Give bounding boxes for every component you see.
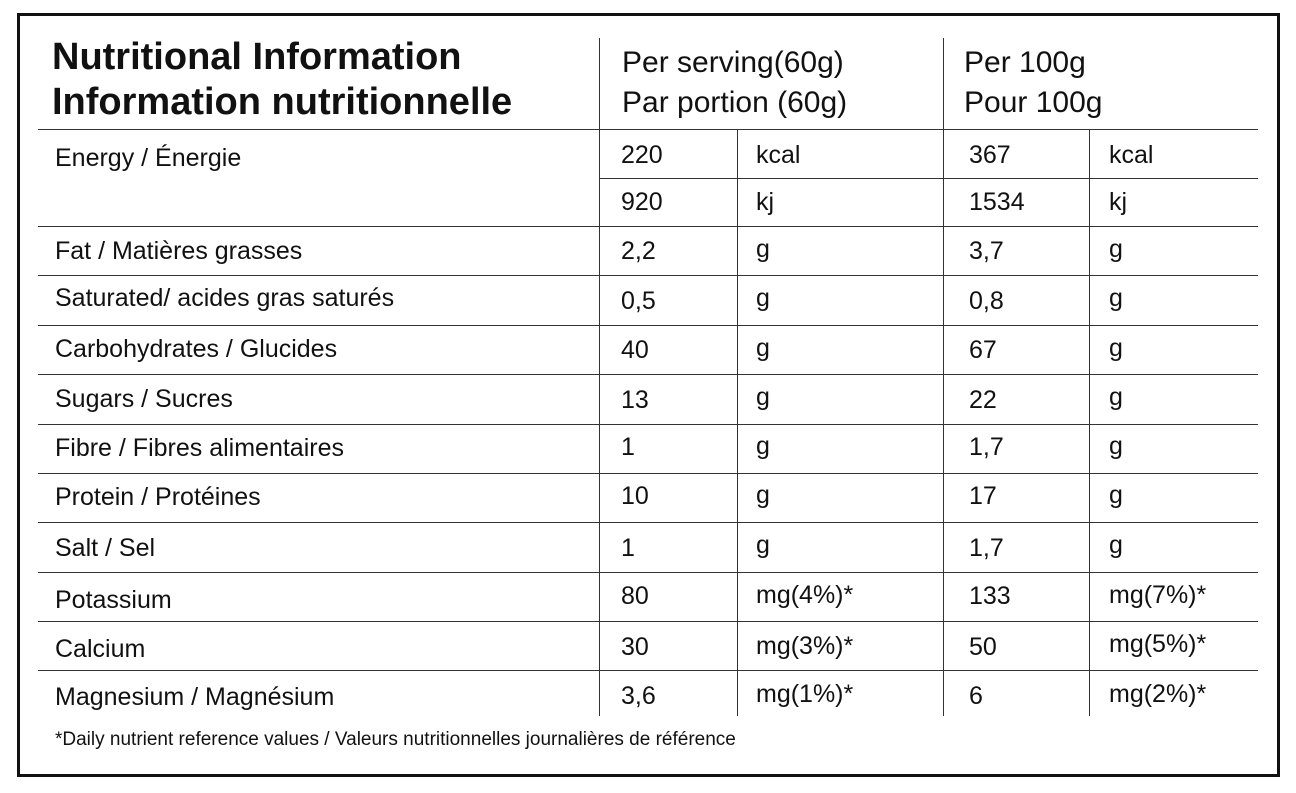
nutrient-label: Sugars / Sucres bbox=[55, 385, 233, 413]
nutrient-per100-value: 133 bbox=[969, 582, 1011, 610]
nutrient-serving-unit: g bbox=[756, 235, 770, 263]
nutrient-per100-unit: g bbox=[1109, 481, 1123, 509]
title-french: Information nutritionnelle bbox=[52, 81, 513, 123]
divider-row bbox=[38, 473, 1258, 474]
nutrient-label: Fibre / Fibres alimentaires bbox=[55, 434, 344, 462]
divider-per100 bbox=[943, 38, 944, 716]
nutrient-per100-unit: g bbox=[1109, 383, 1123, 411]
divider-row bbox=[38, 572, 1258, 573]
nutrient-per100-unit: g bbox=[1109, 432, 1123, 460]
nutrient-label: Carbohydrates / Glucides bbox=[55, 335, 338, 363]
nutrient-serving-value: 40 bbox=[621, 336, 649, 364]
nutrient-per100-value: 1,7 bbox=[969, 433, 1004, 461]
nutrient-serving-unit: g bbox=[756, 334, 770, 362]
nutrient-label: Magnesium / Magnésium bbox=[55, 683, 335, 711]
energy-kcal-unit-serving: kcal bbox=[756, 141, 801, 169]
nutrient-serving-value: 1 bbox=[621, 534, 635, 562]
nutrient-per100-value: 17 bbox=[969, 482, 997, 510]
divider-header bbox=[38, 129, 1258, 130]
nutrition-label-frame bbox=[17, 13, 1280, 777]
nutrient-per100-value: 0,8 bbox=[969, 287, 1004, 315]
footnote: *Daily nutrient reference values / Valeu… bbox=[55, 729, 736, 750]
energy-label: Energy / Énergie bbox=[55, 144, 242, 172]
nutrient-label: Potassium bbox=[55, 586, 172, 614]
divider-row bbox=[38, 325, 1258, 326]
nutrient-serving-unit: g bbox=[756, 481, 770, 509]
nutrient-serving-unit: g bbox=[756, 531, 770, 559]
nutrient-label: Fat / Matières grasses bbox=[55, 237, 303, 265]
nutrient-label: Salt / Sel bbox=[55, 534, 156, 562]
divider-row bbox=[38, 226, 1258, 227]
divider-row bbox=[38, 621, 1258, 622]
nutrient-serving-unit: mg(4%)* bbox=[756, 581, 854, 609]
nutrient-per100-unit: mg(5%)* bbox=[1109, 630, 1207, 658]
divider-row bbox=[38, 670, 1258, 671]
divider-serving bbox=[599, 38, 600, 716]
nutrient-per100-unit: mg(2%)* bbox=[1109, 680, 1207, 708]
nutrient-per100-value: 50 bbox=[969, 633, 997, 661]
nutrient-label: Protein / Protéines bbox=[55, 483, 261, 511]
nutrient-serving-value: 10 bbox=[621, 482, 649, 510]
nutrient-per100-unit: g bbox=[1109, 284, 1123, 312]
nutrient-per100-unit: g bbox=[1109, 531, 1123, 559]
divider-row bbox=[38, 522, 1258, 523]
nutrient-serving-value: 13 bbox=[621, 386, 649, 414]
nutrient-per100-value: 22 bbox=[969, 386, 997, 414]
nutrient-serving-unit: g bbox=[756, 284, 770, 312]
energy-kj-serving: 920 bbox=[621, 188, 663, 216]
energy-kj-unit-serving: kj bbox=[756, 188, 775, 216]
divider-row bbox=[38, 275, 1258, 276]
per-serving-french: Par portion (60g) bbox=[622, 86, 848, 119]
per-serving-english: Per serving(60g) bbox=[622, 46, 844, 79]
nutrient-per100-value: 1,7 bbox=[969, 534, 1004, 562]
divider-row bbox=[38, 374, 1258, 375]
nutrient-serving-unit: mg(1%)* bbox=[756, 680, 854, 708]
nutrient-serving-value: 3,6 bbox=[621, 682, 656, 710]
nutrient-per100-unit: g bbox=[1109, 334, 1123, 362]
energy-kcal-unit-per100: kcal bbox=[1109, 141, 1154, 169]
energy-kcal-serving: 220 bbox=[621, 141, 663, 169]
nutrient-label: Calcium bbox=[55, 635, 146, 663]
title-english: Nutritional Information bbox=[52, 36, 462, 78]
per-100g-english: Per 100g bbox=[964, 46, 1086, 79]
energy-kj-unit-per100: kj bbox=[1109, 188, 1128, 216]
nutrient-serving-unit: g bbox=[756, 432, 770, 460]
nutrient-serving-value: 30 bbox=[621, 633, 649, 661]
nutrient-per100-unit: mg(7%)* bbox=[1109, 581, 1207, 609]
per-100g-french: Pour 100g bbox=[964, 86, 1103, 119]
nutrient-serving-value: 0,5 bbox=[621, 287, 656, 315]
divider-energy-sub bbox=[599, 178, 1258, 179]
nutrient-per100-value: 6 bbox=[969, 682, 983, 710]
nutrient-serving-value: 2,2 bbox=[621, 237, 656, 265]
energy-kcal-per100: 367 bbox=[969, 141, 1011, 169]
nutrient-per100-unit: g bbox=[1109, 235, 1123, 263]
divider-row bbox=[38, 424, 1258, 425]
nutrient-serving-value: 80 bbox=[621, 582, 649, 610]
nutrient-per100-value: 67 bbox=[969, 336, 997, 364]
divider-unit-serving bbox=[737, 130, 738, 716]
nutrient-serving-value: 1 bbox=[621, 433, 635, 461]
energy-kj-per100: 1534 bbox=[969, 188, 1025, 216]
nutrient-label: Saturated/ acides gras saturés bbox=[55, 284, 395, 312]
nutrient-serving-unit: mg(3%)* bbox=[756, 632, 854, 660]
divider-unit-per100 bbox=[1089, 130, 1090, 716]
nutrient-per100-value: 3,7 bbox=[969, 237, 1004, 265]
nutrient-serving-unit: g bbox=[756, 383, 770, 411]
